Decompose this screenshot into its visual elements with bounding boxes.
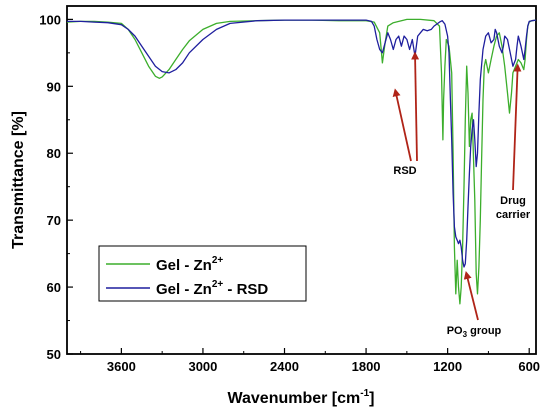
x-tick-label: 3000 [188,359,217,374]
annotation-arrow [411,51,420,162]
annotation-drug-carrier-line1: Drug [500,195,526,207]
y-tick-label: 90 [47,79,61,94]
legend: Gel - Zn2+ Gel - Zn2+ - RSD [98,245,307,302]
y-axis-title: Transmittance [%] [10,111,27,249]
y-tick-label: 100 [39,12,61,27]
annotation-po3-group: PO3 group [447,325,502,339]
y-tick-label: 70 [47,213,61,228]
y-tick-label: 60 [47,280,61,295]
series-line-1 [67,19,537,268]
x-tick-label: 1800 [352,359,381,374]
annotation-arrow [392,88,412,162]
series-line-0 [66,18,537,305]
x-tick-label: 2400 [270,359,299,374]
x-axis-title: Wavenumber [cm-1] [227,388,374,407]
y-tick-label: 80 [47,146,61,161]
x-tick-label: 3600 [107,359,136,374]
legend-box [98,245,307,302]
x-tick-label: 600 [518,359,540,374]
annotations: RSD PO3 group Drug carrier [392,51,531,339]
annotation-rsd: RSD [393,165,416,177]
annotation-arrow [463,271,479,321]
legend-label-gel-zn-rsd: Gel - Zn2+ - RSD [156,279,268,298]
plot-frame [66,5,537,355]
legend-label-gel-zn: Gel - Zn2+ [156,255,223,274]
annotation-drug-carrier-line2: carrier [496,209,531,221]
x-axis-ticks: 3600 3000 2400 1800 1200 600 [80,348,540,374]
x-tick-label: 1200 [433,359,462,374]
y-axis-ticks: 50 60 70 80 90 100 [39,12,73,362]
annotation-arrow [512,63,522,191]
series-group [66,18,537,305]
y-tick-label: 50 [47,347,61,362]
